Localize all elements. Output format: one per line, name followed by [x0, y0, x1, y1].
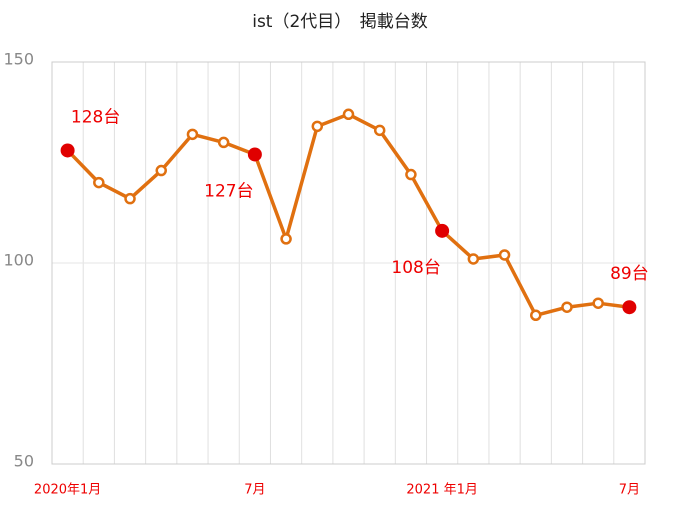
point	[498, 249, 511, 261]
value-label: 89台	[610, 264, 649, 284]
point	[280, 233, 292, 245]
value-label: 127台	[204, 181, 253, 201]
point	[342, 108, 355, 121]
highlight-point	[247, 147, 262, 162]
highlight-point	[60, 143, 75, 158]
point	[311, 120, 324, 133]
point	[217, 136, 230, 149]
y-tick-label: 50	[14, 452, 34, 471]
highlight-point	[435, 223, 450, 238]
x-tick-label: 7月	[619, 483, 640, 498]
y-tick-label: 100	[3, 251, 34, 270]
chart-title: ist（2代目） 掲載台数	[252, 12, 428, 32]
point	[93, 176, 105, 189]
point	[124, 192, 136, 205]
point	[467, 253, 480, 265]
value-label: 128台	[71, 107, 120, 127]
plot-frame	[51, 61, 646, 465]
point	[373, 124, 386, 137]
point	[405, 168, 417, 181]
point	[592, 297, 604, 309]
x-tick-label: 2020年1月	[34, 483, 101, 498]
series-line	[66, 112, 630, 318]
value-label: 108台	[391, 258, 440, 278]
point	[155, 164, 167, 177]
x-tick-label: 2021 年1月	[406, 483, 478, 498]
point	[530, 309, 542, 322]
point	[561, 301, 573, 313]
y-tick-label: 150	[3, 50, 34, 69]
x-tick-label: 7月	[244, 483, 265, 498]
point	[186, 128, 199, 141]
highlight-point	[622, 300, 637, 315]
